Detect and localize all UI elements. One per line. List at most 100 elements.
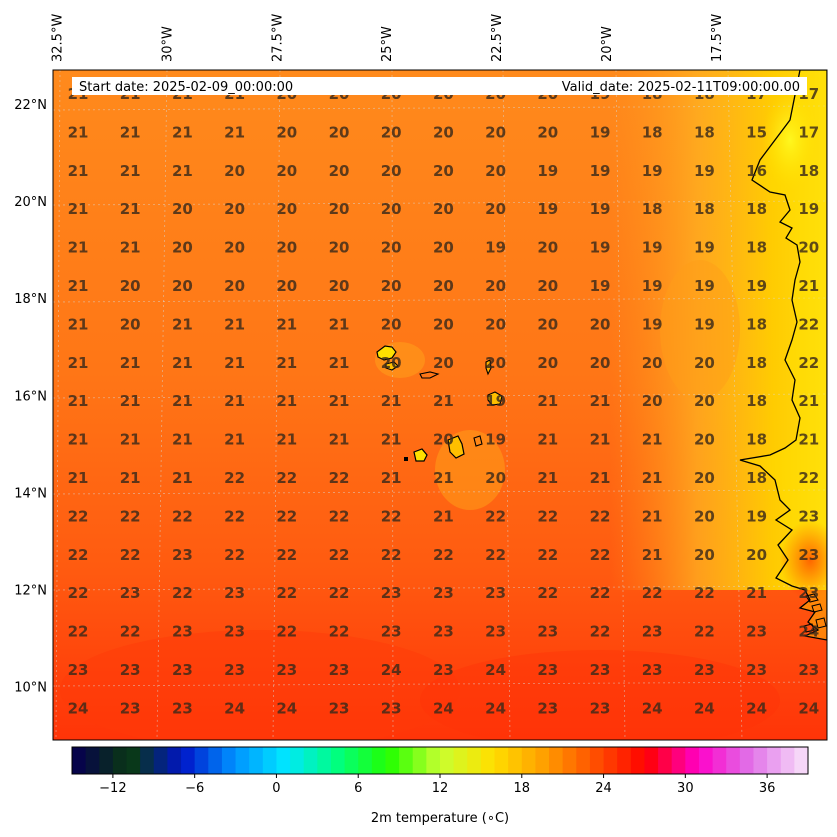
grid-value: 21	[642, 431, 663, 449]
colorbar-tick-label: 18	[514, 781, 531, 796]
grid-value: 19	[590, 123, 611, 141]
grid-value: 21	[433, 469, 454, 487]
grid-value: 21	[590, 392, 611, 410]
grid-value: 23	[485, 623, 506, 641]
grid-value: 22	[68, 507, 89, 525]
colorbar-cell	[208, 747, 223, 774]
grid-value: 22	[224, 469, 245, 487]
grid-value: 19	[537, 162, 558, 180]
grid-value: 21	[120, 123, 141, 141]
grid-value: 23	[172, 699, 193, 717]
grid-value: 21	[172, 315, 193, 333]
grid-value: 21	[537, 392, 558, 410]
grid-value: 19	[694, 239, 715, 257]
grid-value: 23	[590, 661, 611, 679]
colorbar-cell	[644, 747, 659, 774]
grid-value: 24	[224, 699, 245, 717]
grid-value: 23	[746, 623, 767, 641]
longitude-tick-labels: 32.5°W 30°W 27.5°W 25°W 22.5°W 20°W 17.5°W	[50, 14, 725, 62]
colorbar-cell	[467, 747, 482, 774]
grid-value: 18	[746, 354, 767, 372]
lon-tick-label: 30°W	[160, 26, 175, 62]
grid-value: 24	[485, 661, 506, 679]
grid-value: 20	[120, 277, 141, 295]
grid-value: 21	[798, 431, 819, 449]
grid-value: 24	[746, 699, 767, 717]
grid-value: 22	[537, 584, 558, 602]
lon-tick-label: 22.5°W	[490, 14, 505, 62]
grid-value: 20	[433, 123, 454, 141]
colorbar-cell	[249, 747, 264, 774]
grid-value: 23	[694, 661, 715, 679]
grid-value: 21	[68, 239, 89, 257]
grid-value: 21	[120, 431, 141, 449]
lat-tick-label: 16°N	[14, 389, 47, 404]
grid-value: 18	[642, 123, 663, 141]
grid-value: 22	[276, 623, 297, 641]
grid-value: 20	[485, 162, 506, 180]
lon-tick-label: 25°W	[380, 26, 395, 62]
grid-value: 20	[224, 162, 245, 180]
grid-value: 22	[172, 507, 193, 525]
grid-value: 21	[329, 431, 350, 449]
colorbar-ticks: −12 −6 0 6 12 18 24 30 36	[99, 774, 775, 796]
grid-value: 20	[381, 277, 402, 295]
grid-value: 20	[433, 200, 454, 218]
grid-value: 21	[120, 354, 141, 372]
grid-value: 21	[172, 354, 193, 372]
colorbar-cell	[385, 747, 400, 774]
grid-value: 20	[746, 546, 767, 564]
grid-value: 24	[798, 623, 819, 641]
colorbar: −12 −6 0 6 12 18 24 30 36 2m temperature (∘C)	[71, 746, 809, 826]
grid-value: 20	[433, 162, 454, 180]
grid-value: 20	[694, 392, 715, 410]
grid-value: 20	[485, 354, 506, 372]
grid-value: 20	[224, 239, 245, 257]
island-santiago	[447, 435, 465, 459]
grid-value: 21	[537, 469, 558, 487]
grid-value: 23	[381, 584, 402, 602]
grid-value: 21	[276, 431, 297, 449]
africa-coastline	[739, 70, 827, 641]
colorbar-cell	[221, 747, 237, 774]
grid-value: 23	[172, 661, 193, 679]
colorbar-cell	[603, 747, 618, 774]
colorbar-cell	[181, 747, 196, 774]
grid-value: 20	[381, 315, 402, 333]
grid-value: 21	[68, 469, 89, 487]
grid-value: 20	[433, 354, 454, 372]
grid-value: 18	[798, 162, 819, 180]
grid-value: 20	[329, 239, 350, 257]
grid-value: 24	[276, 699, 297, 717]
grid-value: 21	[172, 469, 193, 487]
grid-value: 23	[798, 661, 819, 679]
grid-value: 18	[746, 239, 767, 257]
lat-tick-label: 12°N	[14, 583, 47, 598]
colorbar-tick-label: 12	[432, 781, 449, 796]
grid-value: 22	[172, 584, 193, 602]
colorbar-cell	[780, 747, 795, 774]
colorbar-cell	[303, 747, 318, 774]
colorbar-cell	[767, 747, 782, 774]
grid-value: 21	[642, 507, 663, 525]
grid-value: 21	[224, 123, 245, 141]
grid-value: 23	[433, 584, 454, 602]
colorbar-tick-label: 0	[272, 781, 280, 796]
colorbar-cell	[562, 747, 577, 774]
grid-value: 23	[381, 623, 402, 641]
grid-value: 23	[433, 661, 454, 679]
colorbar-cell	[617, 747, 632, 774]
island-fogo	[413, 448, 428, 462]
grid-value: 23	[329, 661, 350, 679]
grid-value: 22	[120, 546, 141, 564]
grid-value: 22	[68, 623, 89, 641]
grid-value: 21	[433, 392, 454, 410]
start-date-label: Start date: 2025-02-09_00:00:00	[79, 80, 293, 95]
colorbar-tick-label: 24	[595, 781, 612, 796]
grid-value: 22	[694, 623, 715, 641]
grid-value: 22	[590, 546, 611, 564]
island-maio	[473, 435, 483, 447]
map-frame	[52, 69, 828, 741]
grid-value: 20	[694, 546, 715, 564]
